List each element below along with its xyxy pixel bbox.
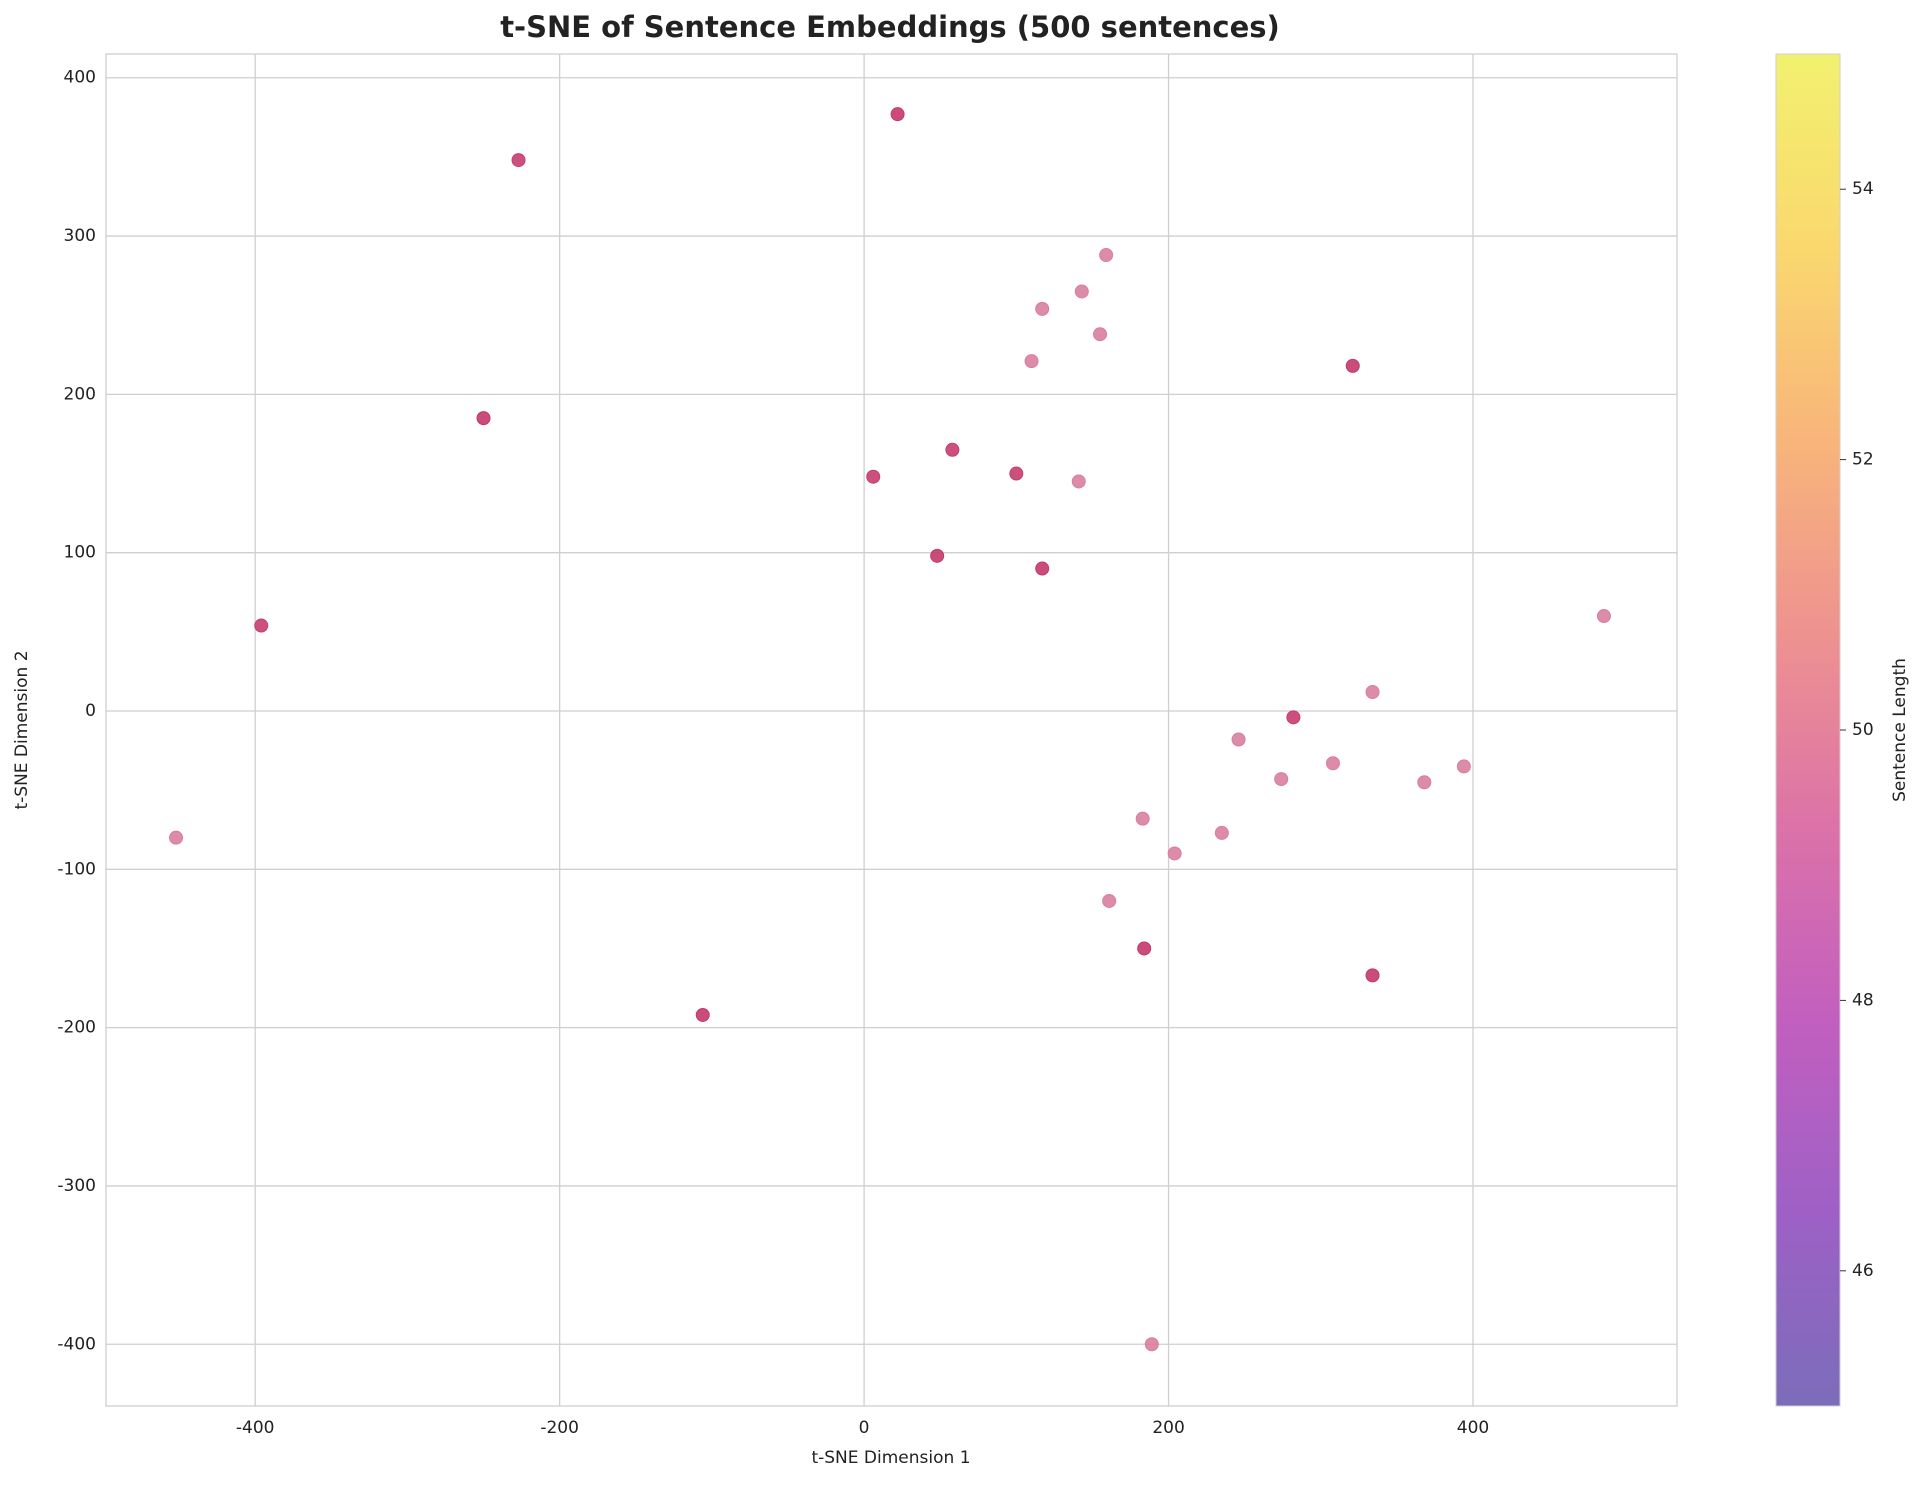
y-axis-label: t-SNE Dimension 2 — [12, 650, 32, 809]
point — [254, 618, 269, 633]
point — [1365, 685, 1380, 700]
x-tick-label: 400 — [1457, 1418, 1489, 1438]
point — [1035, 561, 1050, 576]
point — [695, 1007, 710, 1022]
point — [476, 411, 491, 426]
point — [1231, 732, 1246, 747]
chart-title: t-SNE of Sentence Embeddings (500 senten… — [500, 10, 1280, 44]
x-tick-label: 200 — [1152, 1418, 1184, 1438]
point — [1009, 466, 1024, 481]
point — [511, 153, 526, 168]
point — [1167, 846, 1182, 861]
y-tick-label: -100 — [57, 859, 96, 879]
y-tick-label: 0 — [85, 701, 96, 721]
point — [1035, 301, 1050, 316]
plot-area — [105, 53, 1678, 1407]
x-tick-label: 0 — [859, 1418, 870, 1438]
colorbar-tick-label: 54 — [1852, 179, 1874, 199]
point — [930, 548, 945, 563]
colorbar-tick-label: 48 — [1852, 990, 1874, 1010]
x-tick-label: -400 — [236, 1418, 275, 1438]
point — [1325, 756, 1340, 771]
point — [1135, 811, 1150, 826]
point — [1596, 609, 1611, 624]
y-tick-label: -400 — [57, 1334, 96, 1354]
point — [1071, 474, 1086, 489]
point — [1365, 968, 1380, 983]
point — [1417, 775, 1432, 790]
point — [945, 442, 960, 457]
y-tick-label: 400 — [64, 68, 96, 88]
y-tick-label: -300 — [57, 1176, 96, 1196]
point — [1099, 248, 1114, 263]
point — [1024, 354, 1039, 369]
y-tick-label: -200 — [57, 1018, 96, 1038]
point — [1456, 759, 1471, 774]
point — [1274, 772, 1289, 787]
y-tick-label: 100 — [64, 543, 96, 563]
point — [1214, 825, 1229, 840]
point — [866, 469, 881, 484]
point — [1102, 893, 1117, 908]
point — [1345, 358, 1360, 373]
point — [890, 107, 905, 122]
colorbar-label: Sentence Length — [1890, 658, 1910, 802]
y-tick-label: 200 — [64, 384, 96, 404]
point — [1144, 1337, 1159, 1352]
point — [1074, 284, 1089, 299]
point — [1093, 327, 1108, 342]
colorbar-tick-label: 52 — [1852, 450, 1874, 470]
x-axis-label: t-SNE Dimension 1 — [811, 1448, 970, 1468]
colorbar — [1775, 53, 1841, 1407]
point — [1286, 710, 1301, 725]
colorbar-tick-label: 46 — [1852, 1261, 1874, 1281]
point — [169, 830, 184, 845]
x-tick-label: -200 — [540, 1418, 579, 1438]
point — [1137, 941, 1152, 956]
y-tick-label: 300 — [64, 226, 96, 246]
colorbar-tick-label: 50 — [1852, 720, 1874, 740]
